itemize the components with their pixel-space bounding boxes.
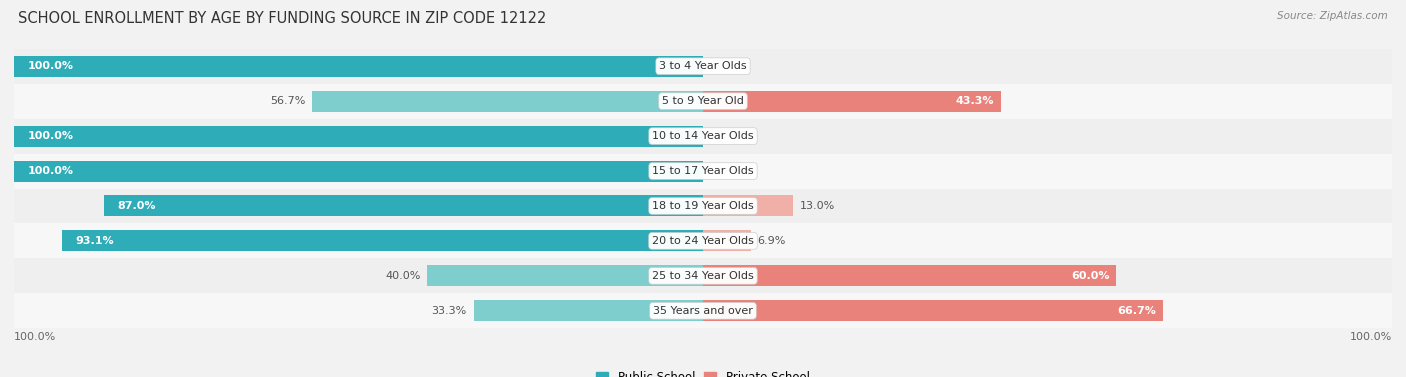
Bar bbox=[14, 153, 1392, 188]
Bar bbox=[14, 84, 1392, 119]
Text: 18 to 19 Year Olds: 18 to 19 Year Olds bbox=[652, 201, 754, 211]
Text: 3 to 4 Year Olds: 3 to 4 Year Olds bbox=[659, 61, 747, 71]
Text: 20 to 24 Year Olds: 20 to 24 Year Olds bbox=[652, 236, 754, 246]
Bar bbox=[14, 188, 1392, 224]
Text: 100.0%: 100.0% bbox=[28, 166, 75, 176]
Text: 100.0%: 100.0% bbox=[28, 61, 75, 71]
Text: 43.3%: 43.3% bbox=[956, 96, 994, 106]
Bar bbox=[14, 161, 703, 181]
Bar bbox=[14, 119, 1392, 153]
Bar bbox=[104, 196, 703, 216]
Bar bbox=[14, 56, 703, 77]
Text: 5 to 9 Year Old: 5 to 9 Year Old bbox=[662, 96, 744, 106]
Text: 93.1%: 93.1% bbox=[76, 236, 114, 246]
Text: 56.7%: 56.7% bbox=[270, 96, 305, 106]
Bar bbox=[703, 196, 793, 216]
Text: 40.0%: 40.0% bbox=[385, 271, 420, 281]
Text: 25 to 34 Year Olds: 25 to 34 Year Olds bbox=[652, 271, 754, 281]
Bar bbox=[62, 230, 703, 251]
Text: 13.0%: 13.0% bbox=[800, 201, 835, 211]
Bar bbox=[14, 293, 1392, 328]
Bar bbox=[703, 265, 1116, 287]
Text: 87.0%: 87.0% bbox=[117, 201, 156, 211]
Bar bbox=[474, 300, 703, 321]
Bar bbox=[14, 126, 703, 147]
Bar bbox=[703, 230, 751, 251]
Bar bbox=[312, 90, 703, 112]
Text: Source: ZipAtlas.com: Source: ZipAtlas.com bbox=[1277, 11, 1388, 21]
Text: 60.0%: 60.0% bbox=[1071, 271, 1109, 281]
Legend: Public School, Private School: Public School, Private School bbox=[592, 366, 814, 377]
Bar bbox=[703, 90, 1001, 112]
Text: 15 to 17 Year Olds: 15 to 17 Year Olds bbox=[652, 166, 754, 176]
Bar bbox=[703, 300, 1163, 321]
Bar bbox=[14, 258, 1392, 293]
Text: 66.7%: 66.7% bbox=[1116, 306, 1156, 316]
Text: SCHOOL ENROLLMENT BY AGE BY FUNDING SOURCE IN ZIP CODE 12122: SCHOOL ENROLLMENT BY AGE BY FUNDING SOUR… bbox=[18, 11, 547, 26]
Bar bbox=[14, 224, 1392, 258]
Text: 10 to 14 Year Olds: 10 to 14 Year Olds bbox=[652, 131, 754, 141]
Text: 35 Years and over: 35 Years and over bbox=[652, 306, 754, 316]
Text: 100.0%: 100.0% bbox=[1350, 333, 1392, 342]
Bar bbox=[427, 265, 703, 287]
Text: 100.0%: 100.0% bbox=[28, 131, 75, 141]
Text: 100.0%: 100.0% bbox=[14, 333, 56, 342]
Bar bbox=[14, 49, 1392, 84]
Text: 6.9%: 6.9% bbox=[758, 236, 786, 246]
Text: 33.3%: 33.3% bbox=[432, 306, 467, 316]
